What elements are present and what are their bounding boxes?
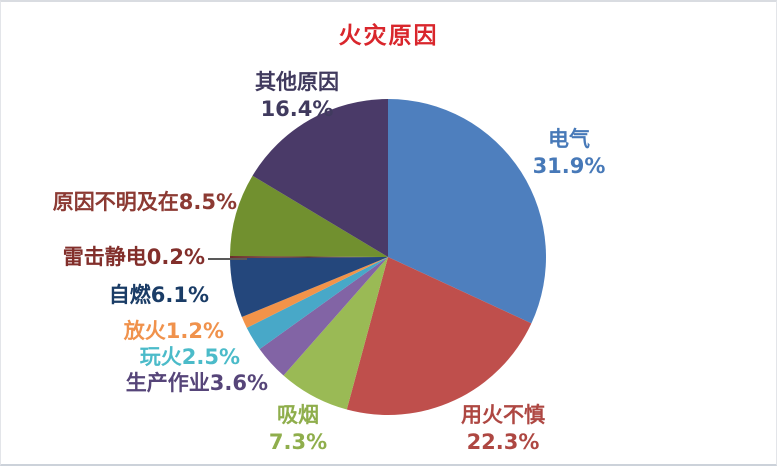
pie-slice-放火	[241, 257, 388, 328]
pie-label-line: 生产作业3.6%	[125, 371, 268, 395]
pie-label-line: 31.9%	[532, 154, 606, 178]
pie-slice-自燃	[230, 257, 388, 318]
pie-label-line: 放火1.2%	[123, 319, 224, 343]
pie-label-其他原因: 其他原因 16.4%	[255, 69, 339, 123]
pie-label-line: 22.3%	[466, 430, 540, 454]
pie-slice-用火不慎	[346, 257, 532, 415]
chart-title: 火灾原因	[338, 23, 439, 49]
pie-label-line: 其他原因	[255, 70, 339, 94]
pie-label-吸烟: 吸烟 7.3%	[269, 402, 327, 456]
pie-slice-原因不明及在	[230, 175, 388, 257]
pie-slice-雷击静电	[230, 256, 388, 258]
pie-label-用火不慎: 用火不慎 22.3%	[461, 402, 545, 456]
pie-slice-其他原因	[252, 99, 388, 257]
pie-label-原因不明及在: 原因不明及在8.5%	[53, 189, 237, 216]
pie-label-line: 7.3%	[268, 430, 328, 454]
pie-label-放火: 放火1.2%	[124, 318, 224, 345]
pie-label-玩火: 玩火2.5%	[140, 344, 240, 371]
pie-label-电气: 电气 31.9%	[533, 126, 606, 180]
pie-slice-生产作业	[259, 257, 388, 376]
pie-label-line: 雷击静电0.2%	[62, 245, 205, 269]
pie-label-雷击静电: 雷击静电0.2%	[63, 244, 205, 271]
pie-label-line: 电气	[547, 127, 590, 151]
pie-label-line: 原因不明及在8.5%	[52, 190, 237, 214]
pie-label-line: 16.4%	[260, 97, 334, 121]
pie-label-line: 玩火2.5%	[139, 345, 240, 369]
pie-slice-玩火	[246, 257, 388, 350]
pie-label-自燃: 自燃6.1%	[109, 282, 209, 309]
pie-slice-吸烟	[283, 257, 388, 410]
pie-label-line: 自燃6.1%	[108, 283, 209, 307]
pie-label-生产作业: 生产作业3.6%	[126, 370, 268, 397]
pie-slice-电气	[388, 99, 547, 324]
pie-label-line: 用火不慎	[461, 403, 545, 427]
pie-label-line: 吸烟	[277, 403, 319, 427]
